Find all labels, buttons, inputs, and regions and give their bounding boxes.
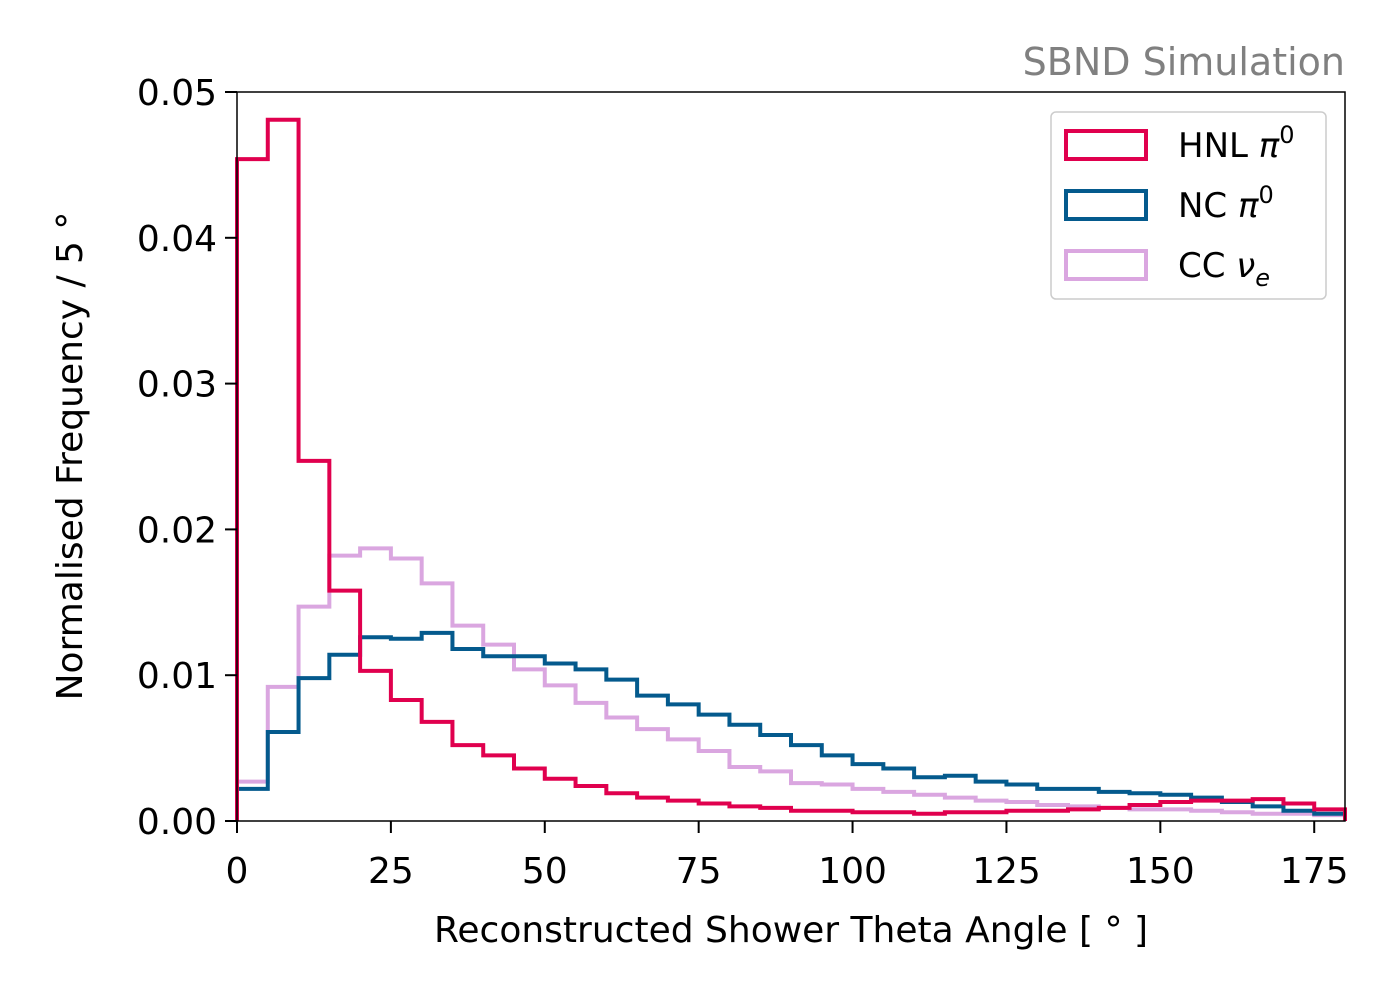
x-axis-title: Reconstructed Shower Theta Angle [ ° ] — [434, 910, 1148, 951]
x-tick-label: 50 — [522, 851, 568, 892]
x-axis-ticks: 0 25 50 75 100 125 150 175 — [226, 821, 1349, 892]
plot-frame — [236, 91, 1346, 822]
series-cc-line — [235, 546, 1347, 821]
y-axis-ticks: 0.00 0.01 0.02 0.03 0.04 0.05 — [137, 73, 237, 843]
legend-label-hnl: HNL π0 — [1178, 121, 1295, 166]
x-tick-label: 125 — [972, 851, 1041, 892]
legend: HNL π0 NC π0 CC νe — [1050, 111, 1327, 300]
x-tick-label: 150 — [1126, 851, 1195, 892]
x-tick-label: 25 — [368, 851, 414, 892]
legend-swatch-nc — [1064, 189, 1148, 221]
y-tick-label: 0.05 — [137, 73, 217, 114]
legend-swatch-cc — [1064, 249, 1148, 281]
histogram-series — [235, 117, 1347, 821]
series-nc-line — [235, 630, 1347, 821]
y-tick-label: 0.01 — [137, 656, 217, 697]
y-tick-label: 0.00 — [137, 802, 217, 843]
legend-label-cc: CC νe — [1178, 246, 1270, 292]
x-tick-label: 75 — [676, 851, 722, 892]
simulation-annotation: SBND Simulation — [1023, 40, 1345, 84]
x-tick-label: 100 — [818, 851, 887, 892]
y-tick-label: 0.04 — [137, 219, 217, 260]
y-tick-label: 0.02 — [137, 510, 217, 551]
x-tick-label: 0 — [226, 851, 249, 892]
legend-label-nc: NC π0 — [1178, 181, 1274, 226]
y-tick-label: 0.03 — [137, 365, 217, 406]
legend-swatch-hnl — [1064, 129, 1148, 161]
x-tick-label: 175 — [1280, 851, 1349, 892]
series-hnl-line — [235, 117, 1347, 821]
y-axis-title: Normalised Frequency / 5 ° — [50, 212, 91, 701]
